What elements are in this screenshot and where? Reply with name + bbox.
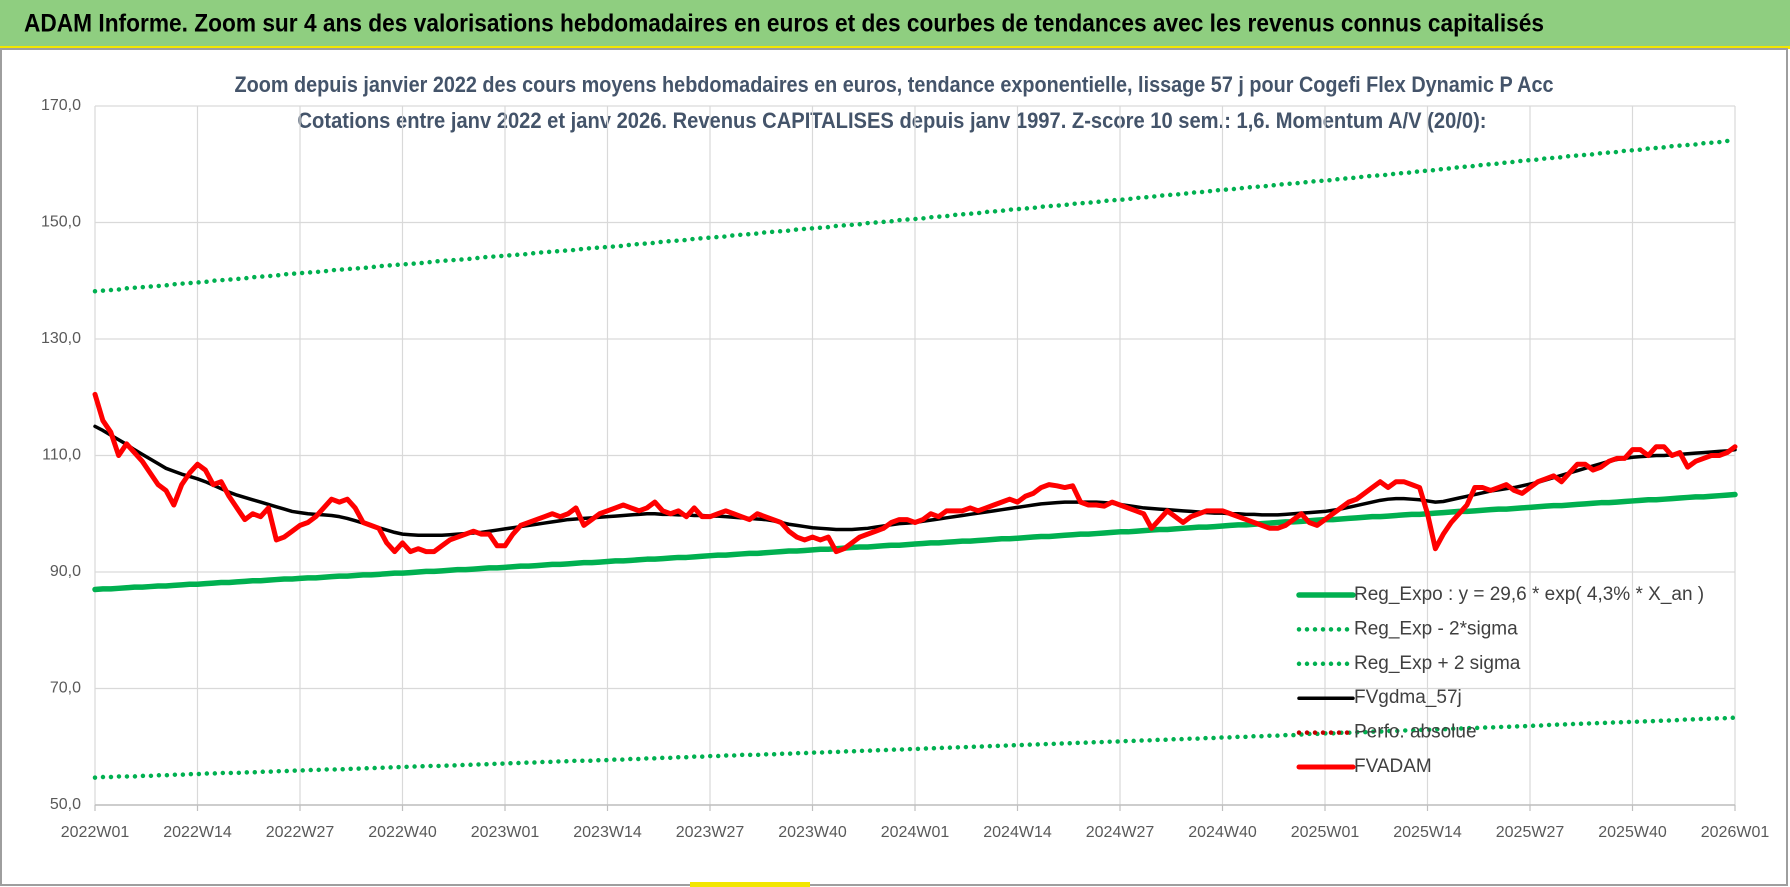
legend-label: Perfo. absolue — [1354, 722, 1477, 743]
y-tick-label: 170,0 — [41, 97, 81, 114]
x-tick-label: 2024W01 — [881, 824, 950, 841]
y-tick-label: 90,0 — [50, 563, 81, 580]
header-bar — [0, 0, 1790, 48]
legend-label: Reg_Expo : y = 29,6 * exp( 4,3% * X_an ) — [1354, 584, 1704, 605]
x-tick-label: 2026W01 — [1701, 824, 1770, 841]
x-tick-label: 2024W14 — [983, 824, 1052, 841]
x-tick-label: 2023W01 — [471, 824, 540, 841]
x-tick-label: 2023W40 — [778, 824, 847, 841]
frame — [0, 48, 1788, 886]
y-tick-label: 110,0 — [42, 447, 81, 464]
x-tick-label: 2025W14 — [1393, 824, 1462, 841]
x-tick-label: 2025W40 — [1598, 824, 1667, 841]
x-tick-label: 2025W27 — [1496, 824, 1565, 841]
header-title: ADAM Informe. Zoom sur 4 ans des valoris… — [24, 10, 1544, 38]
x-tick-label: 2025W01 — [1291, 824, 1360, 841]
header-rule — [0, 46, 1790, 49]
x-tick-label: 2024W27 — [1086, 824, 1155, 841]
y-tick-label: 130,0 — [41, 330, 81, 347]
legend-label: FVADAM — [1354, 756, 1432, 777]
x-tick-label: 2023W14 — [573, 824, 642, 841]
chart-title: Zoom depuis janvier 2022 des cours moyen… — [235, 72, 1554, 97]
y-tick-label: 150,0 — [41, 214, 81, 231]
series-line — [92, 391, 1738, 555]
grid: 50,0 70,0 90,0 110,0 130,0 150,0 170,0 2022W01 2… — [41, 97, 1769, 841]
x-tick-label: 2022W14 — [163, 824, 232, 841]
y-tick-label: 70,0 — [50, 680, 81, 697]
plot-lines — [92, 138, 1738, 780]
legend-label: Reg_Exp - 2*sigma — [1354, 618, 1518, 639]
y-tick-label: 50,0 — [50, 796, 81, 813]
series-line — [92, 715, 1738, 780]
x-tick-label: 2022W40 — [368, 824, 437, 841]
chart-subtitle: Cotations entre janv 2022 et janv 2026. … — [298, 108, 1487, 133]
series-line — [92, 138, 1738, 294]
legend-label: Reg_Exp + 2 sigma — [1354, 653, 1521, 674]
legend: Reg_Expo : y = 29,6 * exp( 4,3% * X_an )… — [1296, 584, 1704, 777]
bottom-mark — [690, 882, 810, 887]
x-tick-label: 2024W40 — [1188, 824, 1257, 841]
x-tick-label: 2022W01 — [61, 824, 130, 841]
legend-label: FVgdma_57j — [1354, 687, 1462, 708]
x-tick-label: 2023W27 — [676, 824, 745, 841]
x-tick-label: 2022W27 — [266, 824, 335, 841]
